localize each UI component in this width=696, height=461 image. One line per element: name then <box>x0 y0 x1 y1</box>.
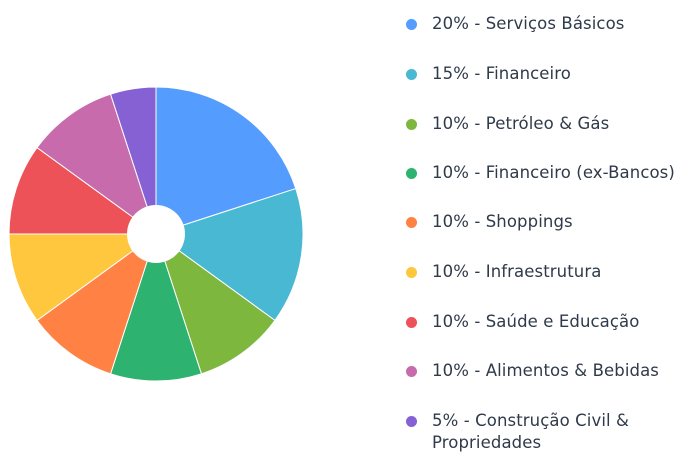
legend-item-financeiro-ex-bancos[interactable]: 10% - Financeiro (ex-Bancos) <box>406 162 694 184</box>
legend-marker <box>406 317 417 328</box>
legend-label: Saúde e Educação <box>485 312 640 331</box>
legend-marker <box>406 366 417 377</box>
pie-slice-7[interactable] <box>36 93 157 236</box>
legend-percent: 10% <box>432 262 469 281</box>
pie-slice-1[interactable] <box>154 187 304 322</box>
legend-item-infraestrutura[interactable]: 10% - Infraestrutura <box>406 261 694 283</box>
legend-item-alimentos-bebidas[interactable]: 10% - Alimentos & Bebidas <box>406 360 694 382</box>
pie-slice-0[interactable] <box>155 86 297 235</box>
legend-marker <box>406 416 417 427</box>
legend-label: Financeiro <box>485 64 571 83</box>
legend-item-petroleo-gas[interactable]: 10% - Petróleo & Gás <box>406 113 694 135</box>
legend-item-saude-educacao[interactable]: 10% - Saúde e Educação <box>406 311 694 333</box>
legend-percent: 10% <box>432 163 469 182</box>
legend-label: Serviços Básicos <box>485 14 625 33</box>
pie-slice-3[interactable] <box>109 232 203 382</box>
legend-label: Infraestrutura <box>485 262 602 281</box>
pie-slice-5[interactable] <box>8 233 158 322</box>
legend-item-financeiro[interactable]: 15% - Financeiro <box>406 63 694 85</box>
legend-item-construcao-civil[interactable]: 5% - Construção Civil & Propriedades <box>406 410 652 454</box>
legend-percent: 10% <box>432 114 469 133</box>
pie-slice-6[interactable] <box>8 146 158 235</box>
legend-percent: 10% <box>432 361 469 380</box>
legend-item-servicos-basicos[interactable]: 20% - Serviços Básicos <box>406 13 694 35</box>
legend-item-shoppings[interactable]: 10% - Shoppings <box>406 211 694 233</box>
legend-marker <box>406 119 417 130</box>
legend-percent: 15% <box>432 64 469 83</box>
legend-label: Financeiro (ex-Bancos) <box>485 163 675 182</box>
legend-percent: 20% <box>432 14 469 33</box>
legend-label: Shoppings <box>485 212 573 231</box>
pie-center-hole <box>127 205 185 263</box>
legend-marker <box>406 267 417 278</box>
legend-marker <box>406 19 417 30</box>
legend-label: Construção Civil & Propriedades <box>432 411 629 452</box>
legend-label: Petróleo & Gás <box>485 114 610 133</box>
legend-label: Alimentos & Bebidas <box>485 361 659 380</box>
legend-percent: 10% <box>432 212 469 231</box>
legend-marker <box>406 69 417 80</box>
legend-percent: 10% <box>432 312 469 331</box>
legend-percent: 5% <box>432 411 459 430</box>
legend-marker <box>406 168 417 179</box>
pie-slice-2[interactable] <box>155 232 276 375</box>
pie-slice-8[interactable] <box>109 86 157 235</box>
legend-marker <box>406 217 417 228</box>
pie-slice-4[interactable] <box>36 232 157 375</box>
